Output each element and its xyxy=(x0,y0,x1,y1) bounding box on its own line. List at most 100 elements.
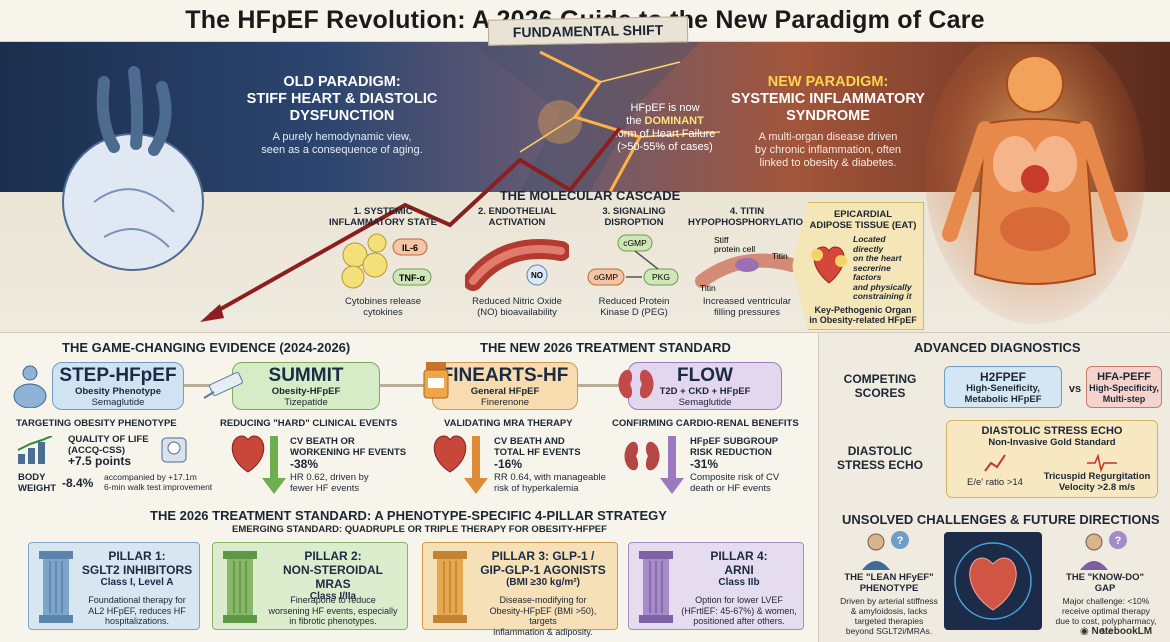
svg-text:Titin: Titin xyxy=(772,251,788,261)
vs-label: VS xyxy=(1068,383,1082,395)
pillar-column-icon xyxy=(639,551,673,623)
new-heading-3: SYNDROME xyxy=(786,108,870,124)
shift-dominant: DOMINANT xyxy=(644,115,704,127)
kidney-icon xyxy=(618,369,654,399)
trial-connector xyxy=(184,384,232,387)
heart-down-arrow-icon xyxy=(433,435,488,494)
svg-text:Stiff: Stiff xyxy=(714,235,729,245)
flow-note: Composite risk of CV death or HF events xyxy=(690,472,780,494)
eat-heart-icon xyxy=(811,246,847,284)
svg-text:NO: NO xyxy=(531,271,543,280)
syringe-icon xyxy=(203,371,243,399)
obese-person-icon xyxy=(13,365,47,408)
scanned-heart-icon xyxy=(954,542,1032,620)
heart-illustration-icon xyxy=(62,66,204,271)
signaling-icon: cGMP oGMP PKG xyxy=(587,234,679,286)
h2fpef-box: H2FPEF High-Seneificity, Metabolic HFpEF xyxy=(944,366,1062,408)
hfa-peff-box: HFA-PEFF High-Specificity, Multi-step xyxy=(1086,366,1162,408)
notebooklm-brand: ◉ NotebookLM xyxy=(1080,626,1153,637)
old-desc-2: seen as a consequence of aging. xyxy=(261,144,423,156)
body-weight-label: BODY WEIGHT xyxy=(18,472,56,494)
heart-scan-image xyxy=(944,532,1042,630)
svg-text:?: ? xyxy=(897,535,904,547)
fine-note: RR 0.64, with manageable risk of hyperkal… xyxy=(494,472,606,494)
flow-label: HFpEF SUBGROUP RISK REDUCTION xyxy=(690,436,779,458)
new-heading-1: NEW PARADIGM: xyxy=(767,74,889,90)
trend-line-icon xyxy=(984,454,1006,472)
challenges-title: UNSOLVED CHALLENGES & FUTURE DIRECTIONS xyxy=(842,512,1160,527)
walk-note: accompanied by +17.1m 6-min walk test imp… xyxy=(104,472,213,492)
qol-label: QUALITY OF LIFE (ACCQ-CSS) xyxy=(68,434,149,456)
tnf-tag: TNF-α xyxy=(399,273,425,283)
svg-text:protein cell: protein cell xyxy=(714,244,755,254)
stress-echo-box: DIASTOLIC STRESS ECHO Non-Invasive Gold … xyxy=(946,420,1158,498)
competing-scores-label: COMPETING SCORES xyxy=(843,372,917,400)
vessel-icon: NO xyxy=(465,239,569,291)
summit-head: REDUCING "HARD" CLINICAL EVENTS xyxy=(220,418,398,429)
trial-flow: FLOW T2D + CKD + HFpEF Semaglutide xyxy=(628,362,782,410)
cascade-step-3: 3. SIGNALING DISROPTION cGMP oGMP PKG Red… xyxy=(584,206,684,318)
old-heading-2: STIFF HEART & DIASTOLIC xyxy=(246,91,438,107)
svg-text:oGMP: oGMP xyxy=(594,272,618,282)
fine-head: VALIDATING MRA THERAPY xyxy=(444,418,573,429)
body-weight-value: -8.4% xyxy=(62,476,94,490)
old-heading-1: OLD PARADIGM: xyxy=(283,74,401,90)
pillar-column-icon xyxy=(39,551,73,623)
trial-connector xyxy=(578,384,628,387)
pillar-1: PILLAR 1: SGLT2 INHIBITORS Class I, Level … xyxy=(28,542,200,630)
flow-head: CONFIRMING CARDIO-RENAL BENEFITS xyxy=(612,418,799,429)
lean-desc: Driven by arterial stiffness & amyloidosi… xyxy=(840,596,938,636)
pillar-4: PILLAR 4: ARNI Class IIb Option for lower … xyxy=(628,542,804,630)
svg-text:Titin: Titin xyxy=(700,283,716,293)
old-heading-3: DYSFUNCTION xyxy=(289,108,395,124)
summit-label: CV BEATH OR WORKENING HF EVENTS xyxy=(290,436,407,458)
crack-graphic xyxy=(470,42,721,192)
diagnostics-title: ADVANCED DIAGNOSTICS xyxy=(914,340,1081,355)
kidney-down-arrow-icon xyxy=(624,436,684,494)
trial-connector xyxy=(380,384,432,387)
cascade-step-4: 4. TITIN HYPOPHOSPHORYLATION Stiff protei… xyxy=(688,206,810,318)
lean-title: THE "LEAN HFyEF" PHENOTYPE xyxy=(844,572,934,594)
evidence-title: THE GAME-CHANGING EVIDENCE (2024-2026) xyxy=(62,340,351,355)
pill-bottle-icon xyxy=(423,362,449,399)
step-head: TARGETING OBESITY PHENOTYPE xyxy=(16,418,177,429)
svg-text:PKG: PKG xyxy=(652,272,670,282)
strategy-title: THE 2026 TREATMENT STANDARD: A PHENOTYPE… xyxy=(150,508,667,523)
il6-tag: IL-6 xyxy=(402,243,418,253)
heart-down-arrow-icon xyxy=(231,435,286,494)
trial-summit: SUMMIT Obesity-HFpEF Tizepatide xyxy=(232,362,380,410)
know-do-desc: Major challenge: <10% receive optimal the… xyxy=(1055,596,1157,636)
cytokine-cluster-icon: IL-6 TNF-α xyxy=(341,233,432,289)
cascade-title: THE MOLECULAR CASCADE xyxy=(499,188,681,203)
scale-icon xyxy=(161,437,187,463)
new-heading-2: SYSTEMIC INFLAMMATORY xyxy=(731,91,925,107)
know-do-title: THE "KNOW-DO" GAP xyxy=(1066,572,1144,594)
trend-arrow xyxy=(200,126,622,322)
trial-step-hfpef: STEP-HFpEF Obesity Phenotype Semaglutide xyxy=(52,362,184,410)
doctor-question-icon: ? xyxy=(1080,531,1127,570)
flow-value: -31% xyxy=(690,457,719,471)
summit-note: HR 0.62, driven by fewer HF events xyxy=(290,472,369,494)
old-paradigm: OLD PARADIGM: STIFF HEART & DIASTOLIC DYSF… xyxy=(228,74,456,157)
svg-text:?: ? xyxy=(1115,535,1122,547)
pillar-3: PILLAR 3: GLP-1 /GIP-GLP-1 AGONISTS (BMI … xyxy=(422,542,618,637)
new-paradigm: NEW PARADIGM: SYSTEMIC INFLAMMATORY SYNDRO… xyxy=(731,74,925,169)
strategy-subtitle: EMERGING STANDARD: QUADRUPLE or TRIPLE T… xyxy=(232,524,607,535)
qol-value: +7.5 points xyxy=(68,454,132,468)
pillar-column-icon xyxy=(433,551,467,623)
bar-growth-icon xyxy=(17,436,53,464)
fine-label: CV BEATH AND TOTAL HF EVENTS xyxy=(494,436,581,458)
body-inflammation-icon xyxy=(925,44,1145,324)
shift-callout: HFpEF is now the DOMINANT form of Heart … xyxy=(614,102,716,153)
brand-icon: ◉ xyxy=(1080,626,1092,637)
trial-finearts-hf: FINEARTS-HF General HFpEF Finerenone xyxy=(432,362,578,410)
fundamental-shift-label: FUNDAMENTAL SHIFT xyxy=(487,16,689,46)
pillar-2: PILLAR 2: NON-STEROIDAL MRAs Class I/IIa F… xyxy=(212,542,408,630)
fine-value: -16% xyxy=(494,457,523,471)
lean-person-question-icon: ? xyxy=(862,531,909,570)
cascade-step-1: 1. SYSTEMIC INFLAMMATORY STATE IL-6 TNF-α… xyxy=(328,206,437,318)
eat-box: EPICARDIAL ADIPOSE TISSUE (EAT) Located d… xyxy=(792,202,924,330)
svg-text:cGMP: cGMP xyxy=(623,238,647,248)
ecg-wave-icon xyxy=(1087,453,1117,473)
pillar-column-icon xyxy=(223,551,257,623)
